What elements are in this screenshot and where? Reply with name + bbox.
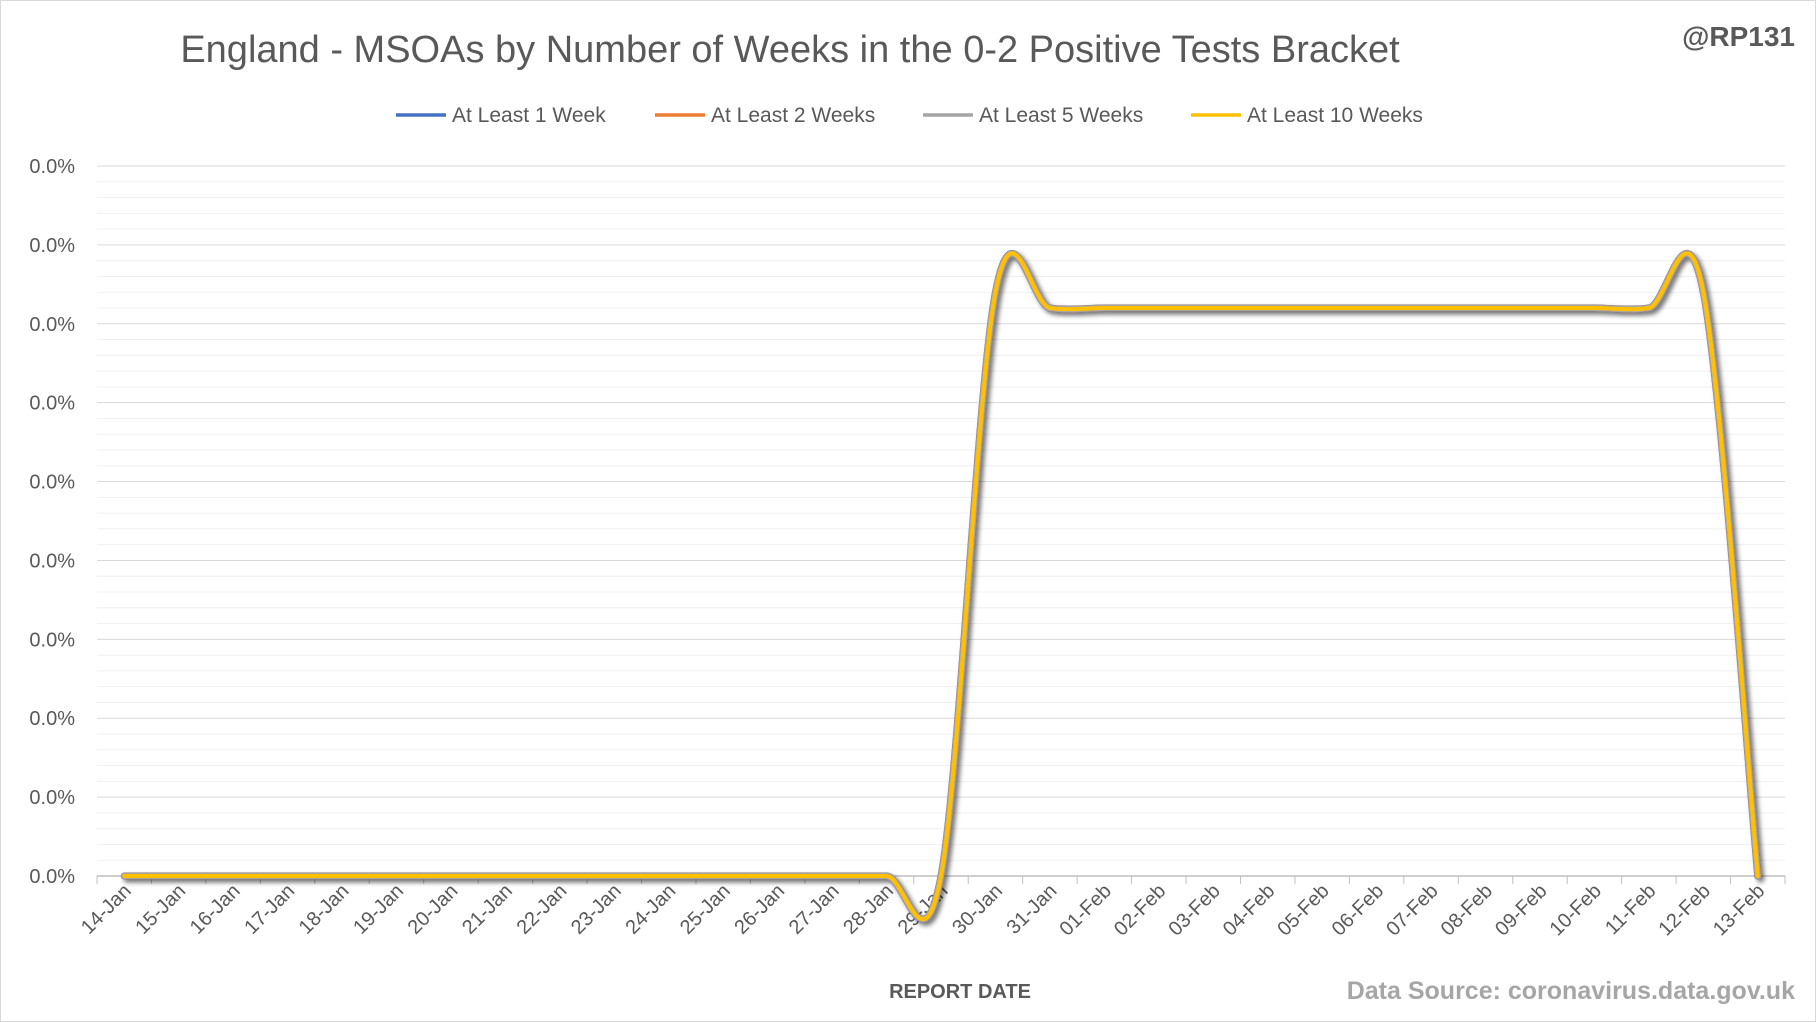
series-line xyxy=(122,251,1760,922)
legend-item: At Least 5 Weeks xyxy=(923,104,1143,127)
author-handle: @RP131 xyxy=(1682,21,1795,52)
legend-label: At Least 5 Weeks xyxy=(979,104,1143,127)
legend-label: At Least 10 Weeks xyxy=(1247,104,1423,127)
y-tick-label: 0.0% xyxy=(29,393,75,415)
y-tick-label: 0.0% xyxy=(29,787,75,809)
y-tick-label: 0.0% xyxy=(29,708,75,730)
y-tick-label: 0.0% xyxy=(29,866,75,888)
chart-title: England - MSOAs by Number of Weeks in th… xyxy=(180,29,1400,71)
y-tick-label: 0.0% xyxy=(29,314,75,336)
y-tick-label: 0.0% xyxy=(29,629,75,651)
series-layer xyxy=(120,250,1762,923)
legend-item: At Least 2 Weeks xyxy=(655,104,875,127)
y-tick-label: 0.0% xyxy=(29,156,75,178)
legend-item: At Least 1 Week xyxy=(396,104,606,127)
y-tick-label: 0.0% xyxy=(29,472,75,494)
legend-item: At Least 10 Weeks xyxy=(1191,104,1423,127)
legend-label: At Least 1 Week xyxy=(452,104,606,127)
gridlines xyxy=(97,165,1785,861)
y-tick-label: 0.0% xyxy=(29,550,75,572)
x-axis-title: REPORT DATE xyxy=(889,981,1031,1003)
data-source-note: Data Source: coronavirus.data.gov.uk xyxy=(1347,977,1795,1005)
y-axis: 0.0% 0.0% 0.0% 0.0% 0.0% 0.0% 0.0% 0.0% 0.0% 0.0% xyxy=(29,156,75,888)
legend-label: At Least 2 Weeks xyxy=(711,104,875,127)
y-tick-label: 0.0% xyxy=(29,235,75,257)
legend: At Least 1 Week At Least 2 Weeks At Least … xyxy=(396,104,1423,127)
